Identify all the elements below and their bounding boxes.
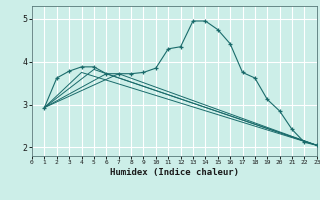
X-axis label: Humidex (Indice chaleur): Humidex (Indice chaleur) — [110, 168, 239, 177]
